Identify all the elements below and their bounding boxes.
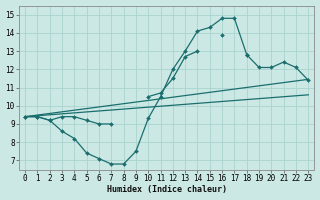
X-axis label: Humidex (Indice chaleur): Humidex (Indice chaleur) <box>107 185 227 194</box>
